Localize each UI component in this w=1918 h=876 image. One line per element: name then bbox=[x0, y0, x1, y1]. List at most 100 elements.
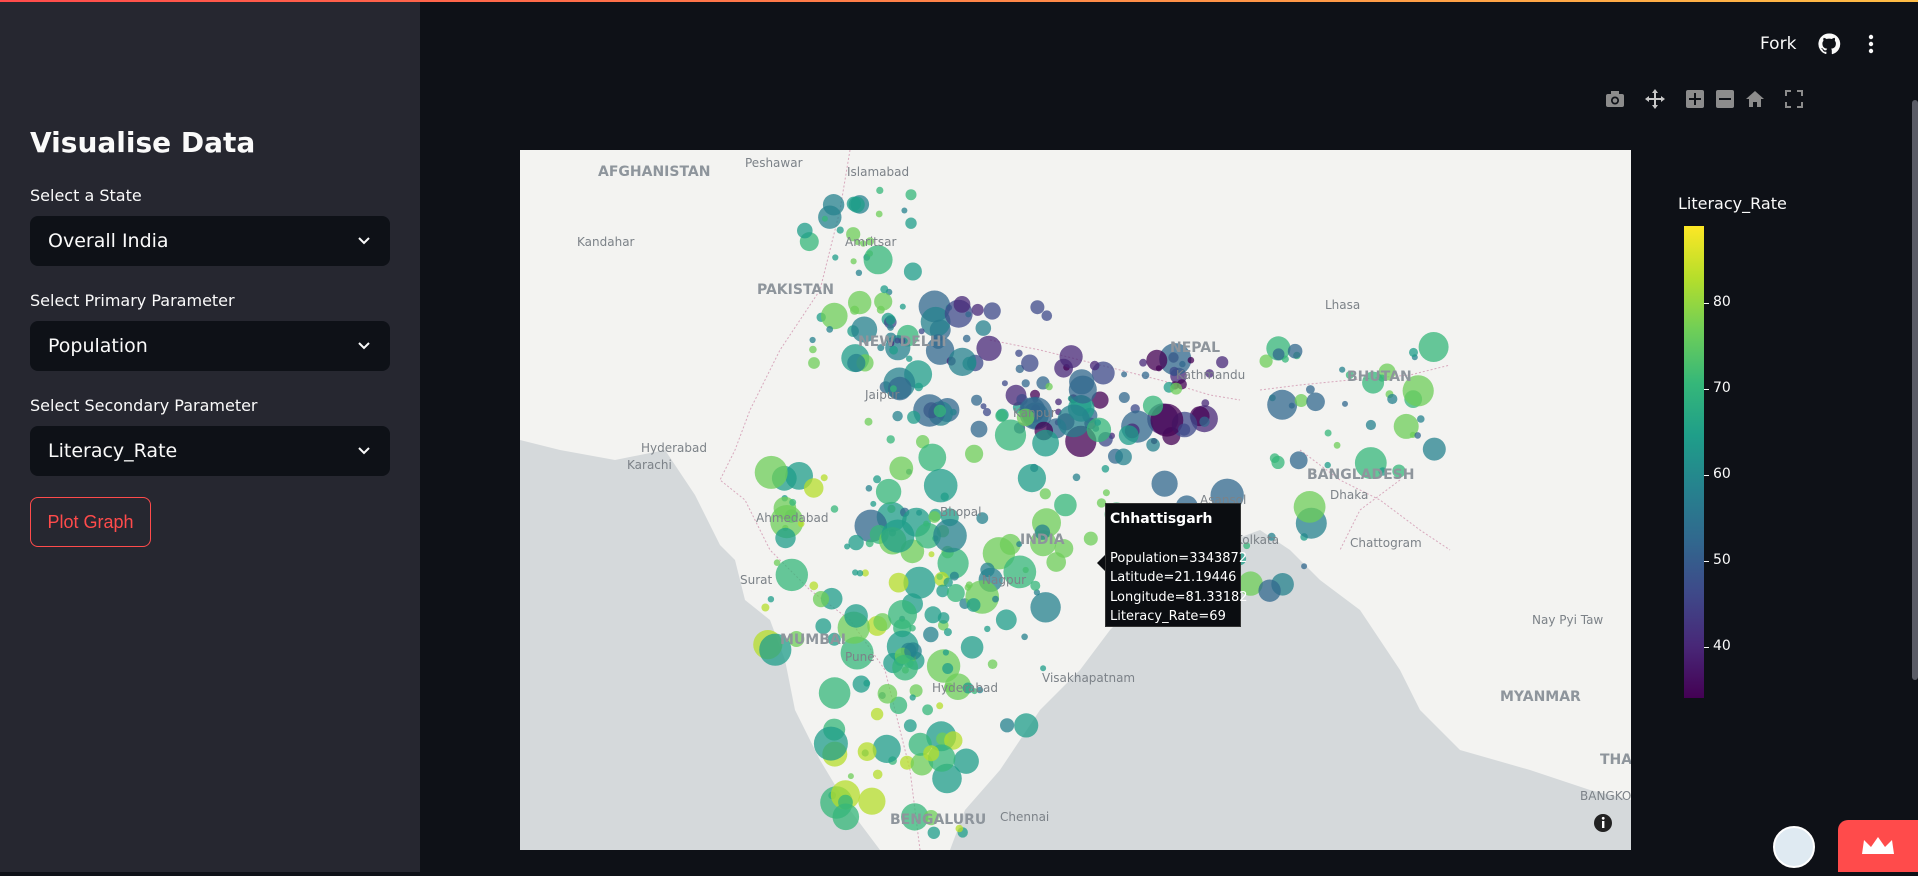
data-bubble[interactable] bbox=[797, 222, 813, 239]
data-bubble[interactable] bbox=[855, 269, 863, 276]
data-bubble[interactable] bbox=[927, 826, 940, 839]
data-bubble[interactable] bbox=[1272, 348, 1285, 361]
data-bubble[interactable] bbox=[1021, 354, 1039, 372]
data-bubble[interactable] bbox=[1216, 356, 1229, 369]
data-bubble[interactable] bbox=[813, 726, 848, 761]
data-bubble[interactable] bbox=[1301, 563, 1308, 570]
data-bubble[interactable] bbox=[964, 584, 972, 591]
data-bubble[interactable] bbox=[1054, 493, 1077, 517]
data-bubble[interactable] bbox=[1178, 423, 1191, 436]
plot-graph-button[interactable]: Plot Graph bbox=[30, 497, 151, 547]
data-bubble[interactable] bbox=[1001, 380, 1008, 387]
data-bubble[interactable] bbox=[909, 694, 916, 701]
data-bubble[interactable] bbox=[886, 435, 895, 444]
data-bubble[interactable] bbox=[821, 302, 848, 330]
data-bubble[interactable] bbox=[1016, 541, 1023, 548]
data-bubble[interactable] bbox=[1187, 356, 1195, 364]
data-bubble[interactable] bbox=[889, 696, 908, 714]
data-bubble[interactable] bbox=[848, 534, 864, 551]
data-bubble[interactable] bbox=[1030, 300, 1045, 315]
data-bubble[interactable] bbox=[1118, 425, 1139, 445]
data-bubble[interactable] bbox=[1333, 441, 1341, 449]
data-bubble[interactable] bbox=[840, 636, 874, 670]
data-bubble[interactable] bbox=[821, 215, 828, 222]
data-bubble[interactable] bbox=[944, 731, 963, 750]
data-bubble[interactable] bbox=[847, 773, 854, 780]
data-bubble[interactable] bbox=[847, 353, 866, 373]
data-bubble[interactable] bbox=[1339, 366, 1346, 373]
data-bubble[interactable] bbox=[942, 649, 949, 656]
data-bubble[interactable] bbox=[861, 569, 869, 577]
data-bubble[interactable] bbox=[894, 337, 901, 344]
data-bubble[interactable] bbox=[982, 408, 992, 417]
data-bubble[interactable] bbox=[860, 240, 867, 247]
data-bubble[interactable] bbox=[903, 566, 936, 599]
data-bubble[interactable] bbox=[892, 654, 918, 681]
data-bubble[interactable] bbox=[808, 357, 820, 369]
data-bubble[interactable] bbox=[873, 613, 892, 632]
data-bubble[interactable] bbox=[1094, 419, 1101, 426]
camera-icon[interactable] bbox=[1604, 88, 1626, 110]
data-bubble[interactable] bbox=[844, 604, 868, 628]
data-bubble[interactable] bbox=[1101, 465, 1110, 473]
data-bubble[interactable] bbox=[1342, 400, 1348, 407]
data-bubble[interactable] bbox=[857, 742, 877, 761]
data-bubble[interactable] bbox=[1414, 432, 1421, 439]
data-bubble[interactable] bbox=[863, 245, 893, 275]
data-bubble[interactable] bbox=[983, 302, 1001, 320]
data-bubble[interactable] bbox=[761, 603, 770, 612]
data-bubble[interactable] bbox=[975, 320, 992, 336]
data-bubble[interactable] bbox=[885, 332, 897, 344]
fullscreen-icon[interactable] bbox=[1783, 88, 1805, 110]
data-bubble[interactable] bbox=[949, 571, 959, 581]
data-bubble[interactable] bbox=[1243, 542, 1251, 550]
data-bubble[interactable] bbox=[901, 803, 929, 831]
data-bubble[interactable] bbox=[899, 337, 906, 345]
data-bubble[interactable] bbox=[924, 606, 942, 624]
data-bubble[interactable] bbox=[1086, 417, 1112, 442]
data-bubble[interactable] bbox=[875, 210, 883, 218]
data-bubble[interactable] bbox=[1169, 366, 1179, 377]
data-bubble[interactable] bbox=[809, 336, 816, 344]
data-bubble[interactable] bbox=[1392, 464, 1406, 478]
data-bubble[interactable] bbox=[982, 537, 1016, 570]
data-bubble[interactable] bbox=[948, 347, 977, 376]
secondary-parameter-select[interactable]: Literacy_Rate bbox=[30, 426, 390, 476]
data-bubble[interactable] bbox=[773, 559, 781, 566]
data-bubble[interactable] bbox=[1014, 713, 1039, 738]
data-bubble[interactable] bbox=[976, 335, 1002, 361]
data-bubble[interactable] bbox=[906, 355, 913, 362]
data-bubble[interactable] bbox=[1017, 464, 1046, 493]
data-bubble[interactable] bbox=[881, 519, 915, 553]
data-bubble[interactable] bbox=[1365, 419, 1376, 431]
avatar[interactable] bbox=[1773, 826, 1815, 868]
data-bubble[interactable] bbox=[775, 527, 796, 549]
data-bubble[interactable] bbox=[1146, 349, 1168, 371]
data-bubble[interactable] bbox=[865, 485, 873, 492]
data-bubble[interactable] bbox=[953, 296, 971, 313]
data-bubble[interactable] bbox=[1059, 345, 1083, 369]
data-bubble[interactable] bbox=[984, 625, 991, 633]
data-bubble[interactable] bbox=[1306, 385, 1315, 394]
data-bubble[interactable] bbox=[1139, 358, 1147, 367]
data-bubble[interactable] bbox=[1417, 415, 1425, 423]
data-bubble[interactable] bbox=[900, 755, 914, 770]
data-bubble[interactable] bbox=[937, 612, 950, 624]
data-bubble[interactable] bbox=[865, 237, 875, 246]
data-bubble[interactable] bbox=[767, 596, 775, 603]
data-bubble[interactable] bbox=[943, 682, 954, 693]
data-bubble[interactable] bbox=[1118, 392, 1130, 403]
data-bubble[interactable] bbox=[928, 511, 941, 523]
data-bubble[interactable] bbox=[943, 577, 953, 587]
data-bubble[interactable] bbox=[803, 478, 824, 498]
data-bubble[interactable] bbox=[820, 474, 828, 482]
data-bubble[interactable] bbox=[809, 581, 819, 591]
data-bubble[interactable] bbox=[1324, 429, 1332, 437]
data-bubble[interactable] bbox=[887, 324, 894, 331]
data-bubble[interactable] bbox=[923, 745, 940, 762]
data-bubble[interactable] bbox=[980, 403, 987, 410]
map-canvas[interactable]: AFGHANISTAN Peshawar Islamabad Kandahar Amri… bbox=[520, 150, 1631, 850]
data-bubble[interactable] bbox=[920, 306, 951, 337]
data-bubble[interactable] bbox=[918, 328, 925, 335]
data-bubble[interactable] bbox=[1096, 498, 1107, 508]
